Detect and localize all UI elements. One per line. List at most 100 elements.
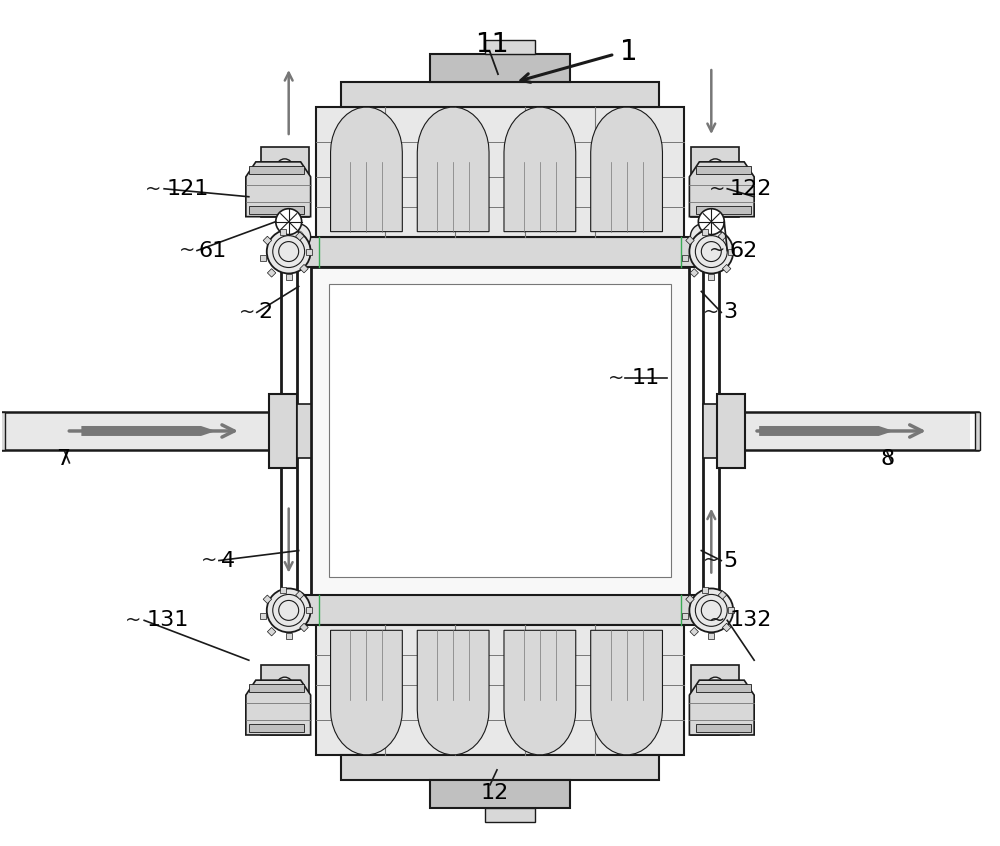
Text: 8: 8 bbox=[881, 449, 895, 469]
Bar bbox=[686, 236, 694, 244]
Bar bbox=[269, 394, 297, 468]
Bar bbox=[691, 665, 739, 735]
Bar bbox=[0, 412, 5, 450]
Bar bbox=[280, 587, 286, 593]
Bar bbox=[718, 232, 727, 240]
Circle shape bbox=[707, 677, 723, 693]
Bar bbox=[329, 284, 671, 578]
Bar bbox=[485, 808, 535, 821]
Circle shape bbox=[690, 223, 716, 250]
Polygon shape bbox=[246, 680, 311, 735]
Bar bbox=[696, 206, 751, 214]
Polygon shape bbox=[331, 630, 402, 755]
Bar bbox=[682, 613, 688, 619]
Bar bbox=[280, 228, 286, 234]
Bar bbox=[301, 237, 699, 266]
Bar bbox=[728, 607, 734, 613]
Bar bbox=[341, 82, 659, 107]
Text: 121: 121 bbox=[166, 179, 208, 199]
Text: ~: ~ bbox=[125, 611, 141, 630]
Bar bbox=[261, 665, 309, 735]
Bar bbox=[696, 724, 751, 732]
Text: ~: ~ bbox=[607, 369, 624, 387]
Circle shape bbox=[277, 712, 293, 728]
Bar bbox=[316, 625, 684, 755]
Bar bbox=[260, 255, 266, 261]
Bar bbox=[249, 166, 304, 173]
Bar bbox=[975, 412, 980, 450]
Polygon shape bbox=[759, 426, 894, 436]
Polygon shape bbox=[417, 630, 489, 755]
Text: 131: 131 bbox=[146, 610, 189, 630]
Circle shape bbox=[267, 229, 311, 273]
Bar bbox=[696, 166, 751, 173]
Polygon shape bbox=[504, 107, 576, 232]
Polygon shape bbox=[331, 107, 402, 232]
Bar bbox=[267, 269, 276, 277]
Polygon shape bbox=[689, 162, 754, 217]
Text: 4: 4 bbox=[221, 551, 235, 570]
Bar bbox=[717, 394, 745, 468]
Bar bbox=[703, 404, 717, 458]
Text: ~: ~ bbox=[703, 303, 719, 321]
Text: ~: ~ bbox=[709, 179, 725, 198]
Polygon shape bbox=[417, 107, 489, 232]
Text: 2: 2 bbox=[259, 302, 273, 322]
Circle shape bbox=[707, 194, 723, 210]
Circle shape bbox=[698, 209, 724, 234]
Circle shape bbox=[690, 238, 716, 263]
Text: ~: ~ bbox=[201, 551, 217, 570]
Circle shape bbox=[277, 677, 293, 693]
Circle shape bbox=[277, 159, 293, 175]
Circle shape bbox=[267, 589, 311, 632]
Circle shape bbox=[689, 229, 733, 273]
Bar bbox=[2, 412, 296, 450]
Circle shape bbox=[285, 223, 311, 250]
Bar bbox=[708, 274, 714, 281]
Bar bbox=[722, 265, 731, 273]
Bar bbox=[728, 249, 734, 255]
Bar bbox=[306, 607, 312, 613]
Text: 132: 132 bbox=[729, 610, 772, 630]
Bar bbox=[690, 628, 698, 636]
Polygon shape bbox=[504, 630, 576, 755]
Bar bbox=[430, 780, 570, 808]
Text: 61: 61 bbox=[199, 240, 227, 261]
Bar bbox=[702, 228, 708, 234]
Text: 7: 7 bbox=[56, 449, 71, 469]
Bar bbox=[301, 596, 699, 625]
Text: 1: 1 bbox=[620, 38, 637, 66]
Text: 62: 62 bbox=[729, 240, 757, 261]
Bar bbox=[286, 274, 292, 281]
Circle shape bbox=[276, 209, 302, 234]
Bar bbox=[263, 595, 272, 603]
Polygon shape bbox=[591, 630, 662, 755]
Bar bbox=[296, 232, 304, 240]
Bar bbox=[316, 107, 684, 237]
Bar bbox=[249, 206, 304, 214]
Circle shape bbox=[277, 194, 293, 210]
Bar bbox=[722, 624, 731, 632]
Bar bbox=[682, 255, 688, 261]
Bar bbox=[485, 41, 535, 54]
Bar bbox=[696, 684, 751, 692]
Bar bbox=[263, 236, 272, 244]
Text: 122: 122 bbox=[729, 179, 772, 199]
Circle shape bbox=[697, 238, 725, 266]
Bar bbox=[718, 591, 727, 599]
Bar bbox=[300, 265, 308, 273]
Bar bbox=[691, 147, 739, 217]
Circle shape bbox=[285, 238, 311, 263]
Text: ~: ~ bbox=[179, 241, 195, 260]
Circle shape bbox=[689, 589, 733, 632]
Text: ~: ~ bbox=[145, 179, 161, 198]
Bar bbox=[296, 591, 304, 599]
Bar bbox=[260, 613, 266, 619]
Bar bbox=[297, 404, 311, 458]
Circle shape bbox=[275, 596, 303, 624]
Text: 11: 11 bbox=[475, 32, 509, 58]
Bar bbox=[341, 755, 659, 780]
Text: ~: ~ bbox=[709, 611, 725, 630]
Circle shape bbox=[707, 712, 723, 728]
Circle shape bbox=[707, 159, 723, 175]
